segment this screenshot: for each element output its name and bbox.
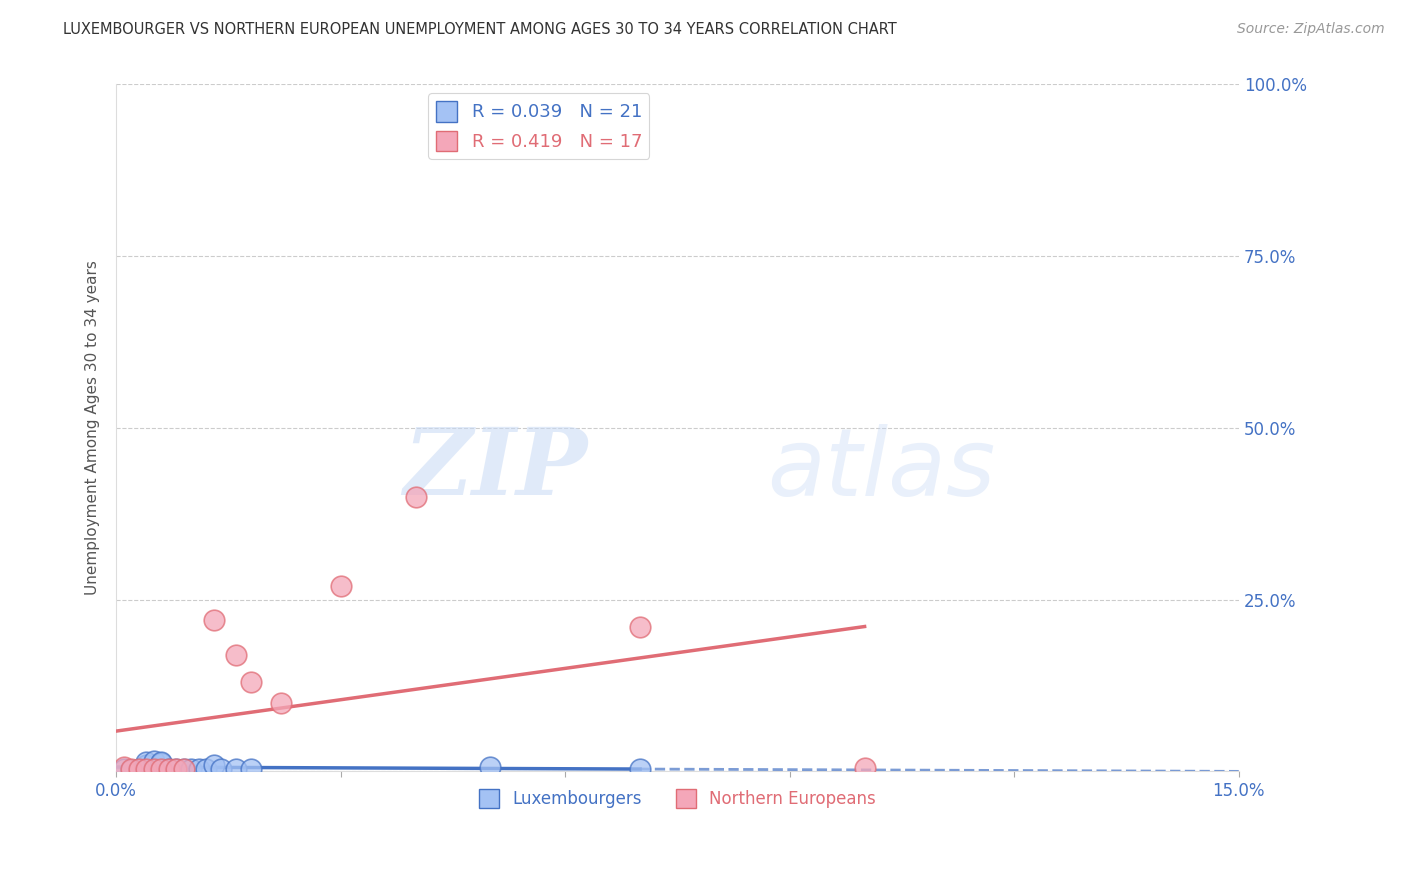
Point bbox=[202, 613, 225, 627]
Point bbox=[173, 762, 195, 776]
Text: Source: ZipAtlas.com: Source: ZipAtlas.com bbox=[1237, 22, 1385, 37]
Point bbox=[240, 762, 263, 776]
Point bbox=[157, 762, 180, 776]
Point bbox=[142, 754, 165, 768]
Point bbox=[157, 762, 180, 776]
Point bbox=[628, 620, 651, 634]
Point bbox=[628, 762, 651, 776]
Point bbox=[195, 762, 218, 776]
Point bbox=[135, 757, 157, 772]
Point bbox=[270, 696, 292, 710]
Point bbox=[405, 490, 427, 504]
Point bbox=[173, 762, 195, 776]
Point bbox=[142, 762, 165, 776]
Point bbox=[853, 761, 876, 775]
Point bbox=[135, 762, 157, 776]
Y-axis label: Unemployment Among Ages 30 to 34 years: Unemployment Among Ages 30 to 34 years bbox=[86, 260, 100, 595]
Legend: Luxembourgers, Northern Europeans: Luxembourgers, Northern Europeans bbox=[472, 782, 883, 814]
Point bbox=[165, 762, 187, 776]
Point bbox=[150, 756, 173, 771]
Point bbox=[150, 762, 173, 776]
Point bbox=[479, 759, 502, 773]
Point bbox=[120, 762, 142, 776]
Point bbox=[112, 759, 135, 773]
Point bbox=[120, 763, 142, 777]
Point bbox=[128, 762, 150, 776]
Point bbox=[225, 762, 247, 776]
Point bbox=[209, 762, 232, 776]
Point bbox=[329, 579, 352, 593]
Text: ZIP: ZIP bbox=[404, 424, 588, 514]
Point bbox=[240, 675, 263, 690]
Text: atlas: atlas bbox=[768, 424, 995, 515]
Point bbox=[142, 762, 165, 776]
Point bbox=[225, 648, 247, 662]
Point bbox=[150, 755, 173, 769]
Point bbox=[165, 762, 187, 776]
Point bbox=[180, 762, 202, 776]
Point bbox=[135, 756, 157, 770]
Text: LUXEMBOURGER VS NORTHERN EUROPEAN UNEMPLOYMENT AMONG AGES 30 TO 34 YEARS CORRELA: LUXEMBOURGER VS NORTHERN EUROPEAN UNEMPL… bbox=[63, 22, 897, 37]
Point bbox=[112, 762, 135, 776]
Point bbox=[202, 757, 225, 772]
Point bbox=[187, 762, 209, 776]
Point bbox=[128, 762, 150, 776]
